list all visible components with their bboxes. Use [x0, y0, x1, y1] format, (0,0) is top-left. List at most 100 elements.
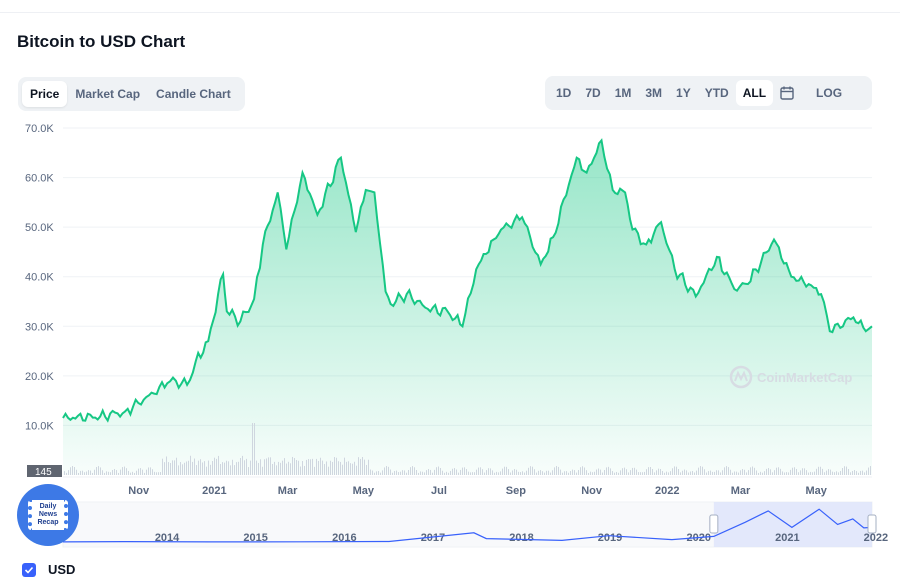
range-3m-button[interactable]: 3M: [645, 86, 663, 100]
range-1y-button[interactable]: 1Y: [676, 86, 691, 100]
volume-bar: [332, 461, 333, 475]
volume-bar: [212, 461, 213, 475]
volume-bar: [198, 460, 199, 475]
volume-bar: [304, 465, 305, 475]
range-all-button[interactable]: ALL: [735, 80, 774, 106]
volume-bar: [478, 467, 479, 475]
volume-bar: [548, 470, 549, 475]
daily-news-recap-badge[interactable]: Daily News Recap: [17, 484, 79, 546]
volume-bar: [426, 470, 427, 475]
volume-bar: [420, 471, 421, 475]
volume-bar: [292, 456, 293, 475]
volume-bar: [542, 471, 543, 475]
price-line: [62, 138, 873, 423]
volume-bar: [422, 471, 423, 475]
volume-bar: [836, 471, 837, 475]
volume-bar: [156, 472, 157, 475]
volume-bar: [634, 467, 635, 475]
volume-bar: [628, 472, 629, 475]
volume-bar: [822, 468, 823, 475]
tab-price[interactable]: Price: [22, 81, 68, 107]
volume-bar: [696, 470, 697, 475]
volume-bar: [216, 458, 217, 475]
volume-bar: [486, 470, 487, 475]
volume-bar: [80, 470, 81, 475]
volume-bar: [300, 466, 301, 475]
volume-bar: [568, 472, 569, 475]
volume-bar: [764, 471, 765, 475]
volume-bar: [354, 461, 355, 475]
volume-bar: [330, 460, 331, 475]
calendar-icon[interactable]: [773, 82, 801, 104]
volume-bars: [64, 423, 871, 475]
volume-bar: [716, 470, 717, 475]
volume-bar: [626, 469, 627, 475]
volume-bar: [468, 471, 469, 475]
volume-bar: [68, 470, 69, 475]
volume-bar: [794, 467, 795, 475]
volume-bar: [322, 460, 323, 475]
volume-bar: [362, 456, 363, 475]
range-7d-button[interactable]: 7D: [585, 86, 601, 100]
check-icon: [24, 566, 34, 574]
tab-candle-chart[interactable]: Candle Chart: [156, 87, 231, 101]
volume-bar: [600, 469, 601, 475]
volume-bar: [604, 469, 605, 475]
volume-bar: [96, 466, 97, 475]
volume-bar: [154, 471, 155, 475]
volume-bar: [842, 468, 843, 475]
volume-bar: [446, 471, 447, 475]
navigator-selection[interactable]: [713, 502, 872, 547]
volume-bar: [530, 466, 531, 475]
volume-bar: [410, 467, 411, 475]
volume-bar: [454, 468, 455, 475]
volume-bar: [404, 470, 405, 475]
volume-bar: [140, 468, 141, 475]
y-tick-label: 40.0K: [25, 272, 54, 284]
volume-bar: [720, 472, 721, 475]
navigator-handle[interactable]: [867, 514, 877, 534]
volume-bar: [594, 471, 595, 475]
tab-market-cap[interactable]: Market Cap: [75, 87, 141, 101]
volume-bar: [620, 470, 621, 475]
volume-bar: [532, 466, 533, 475]
navigator-year-label: 2017: [421, 532, 445, 544]
range-1m-button[interactable]: 1M: [614, 86, 632, 100]
range-ytd-button[interactable]: YTD: [704, 86, 729, 100]
volume-bar: [740, 470, 741, 475]
volume-bar: [498, 472, 499, 475]
volume-bar: [654, 472, 655, 475]
volume-bar: [536, 472, 537, 475]
navigator-year-label: 2019: [598, 532, 622, 544]
volume-bar: [184, 462, 185, 475]
y-tick-label: 70.0K: [25, 123, 54, 135]
volume-bar: [502, 468, 503, 475]
volume-bar: [758, 472, 759, 475]
volume-bar: [700, 466, 701, 475]
volume-bar: [194, 458, 195, 475]
volume-bar: [602, 472, 603, 475]
volume-bar: [202, 462, 203, 475]
volume-bar: [360, 458, 361, 475]
volume-bar: [488, 468, 489, 475]
volume-bar: [856, 471, 857, 475]
volume-bar: [302, 461, 303, 475]
y-tick-label: 10.0K: [25, 420, 54, 432]
navigator-handle[interactable]: [709, 514, 719, 534]
volume-bar: [114, 469, 115, 475]
volume-bar: [126, 468, 127, 475]
volume-bar: [294, 458, 295, 475]
volume-bar: [182, 464, 183, 475]
volume-bar: [828, 469, 829, 475]
volume-bar: [858, 472, 859, 475]
volume-bar: [134, 472, 135, 475]
volume-bar: [314, 466, 315, 475]
volume-bar: [554, 467, 555, 475]
usd-checkbox[interactable]: [22, 562, 36, 577]
volume-bar: [756, 470, 757, 475]
volume-bar: [490, 468, 491, 475]
range-1d-button[interactable]: 1D: [556, 86, 572, 100]
log-scale-button[interactable]: LOG: [816, 86, 843, 100]
volume-bar: [148, 467, 149, 475]
volume-bar: [512, 470, 513, 475]
